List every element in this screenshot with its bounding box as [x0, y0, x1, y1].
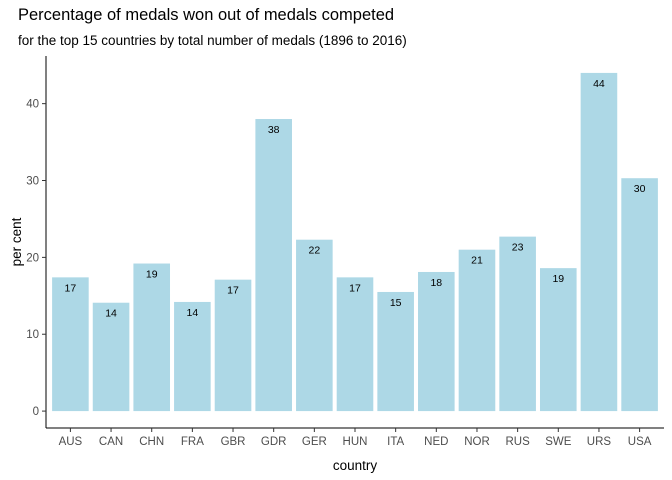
- bar-nor: [458, 249, 496, 412]
- x-tick-label-gdr: GDR: [261, 436, 287, 448]
- y-axis-title: per cent: [9, 217, 24, 266]
- data-label-fra: 14: [187, 307, 199, 319]
- x-tick-label-ger: GER: [302, 436, 327, 448]
- bars-group: [52, 72, 658, 412]
- x-tick-label-aus: AUS: [59, 436, 83, 448]
- x-tick-label-usa: USA: [628, 436, 652, 448]
- bar-usa: [621, 178, 658, 412]
- bar-rus: [499, 236, 536, 412]
- bar-gbr: [214, 279, 252, 412]
- chart-subtitle: for the top 15 countries by total number…: [18, 33, 407, 48]
- bar-fra: [174, 301, 211, 412]
- data-label-chn: 19: [146, 269, 158, 281]
- bar-ger: [296, 239, 333, 412]
- bar-can: [92, 302, 130, 412]
- x-tick-label-can: CAN: [99, 436, 123, 448]
- x-tick-label-swe: SWE: [545, 436, 572, 448]
- data-labels-group: 17 14 19 14 17 38 22 17 15 18 21 23 19 44 30: [65, 78, 646, 320]
- data-label-gbr: 17: [227, 285, 239, 297]
- data-label-ned: 18: [430, 277, 442, 289]
- data-label-rus: 23: [512, 242, 524, 254]
- y-tick-label-10: 10: [26, 329, 39, 341]
- y-axis-ticks: 0 10 20 30 40: [26, 99, 46, 418]
- x-tick-label-ita: ITA: [387, 436, 404, 448]
- y-tick-label-0: 0: [33, 406, 39, 418]
- data-label-urs: 44: [593, 78, 605, 90]
- bar-chn: [133, 263, 171, 412]
- x-axis-title: country: [333, 458, 378, 473]
- data-label-usa: 30: [634, 183, 646, 195]
- x-tick-label-ned: NED: [424, 436, 448, 448]
- x-tick-label-urs: URS: [587, 436, 612, 448]
- y-tick-label-30: 30: [26, 176, 39, 188]
- bar-urs: [580, 72, 618, 412]
- data-label-aus: 17: [65, 282, 77, 294]
- x-axis-ticks: AUS CAN CHN FRA GBR GDR GER HUN ITA NED NOR RUS SWE U…: [59, 428, 652, 448]
- x-tick-label-hun: HUN: [343, 436, 368, 448]
- bar-aus: [52, 277, 89, 412]
- x-tick-label-nor: NOR: [464, 436, 490, 448]
- chart-title: Percentage of medals won out of medals c…: [18, 6, 395, 24]
- data-label-swe: 19: [552, 273, 564, 285]
- bar-hun: [336, 277, 374, 412]
- x-tick-label-gbr: GBR: [221, 436, 246, 448]
- data-label-can: 14: [105, 308, 117, 320]
- bar-ita: [377, 291, 414, 412]
- bar-swe: [539, 268, 577, 412]
- bar-gdr: [255, 119, 292, 412]
- x-tick-label-rus: RUS: [505, 436, 530, 448]
- data-label-ita: 15: [390, 297, 402, 309]
- bar-ned: [418, 271, 455, 412]
- y-tick-label-40: 40: [26, 99, 39, 111]
- data-label-ger: 22: [308, 245, 320, 257]
- y-tick-label-20: 20: [26, 252, 39, 264]
- data-label-gdr: 38: [268, 124, 280, 136]
- data-label-nor: 21: [471, 255, 483, 267]
- x-tick-label-fra: FRA: [181, 436, 204, 448]
- data-label-hun: 17: [349, 282, 361, 294]
- x-tick-label-chn: CHN: [139, 436, 164, 448]
